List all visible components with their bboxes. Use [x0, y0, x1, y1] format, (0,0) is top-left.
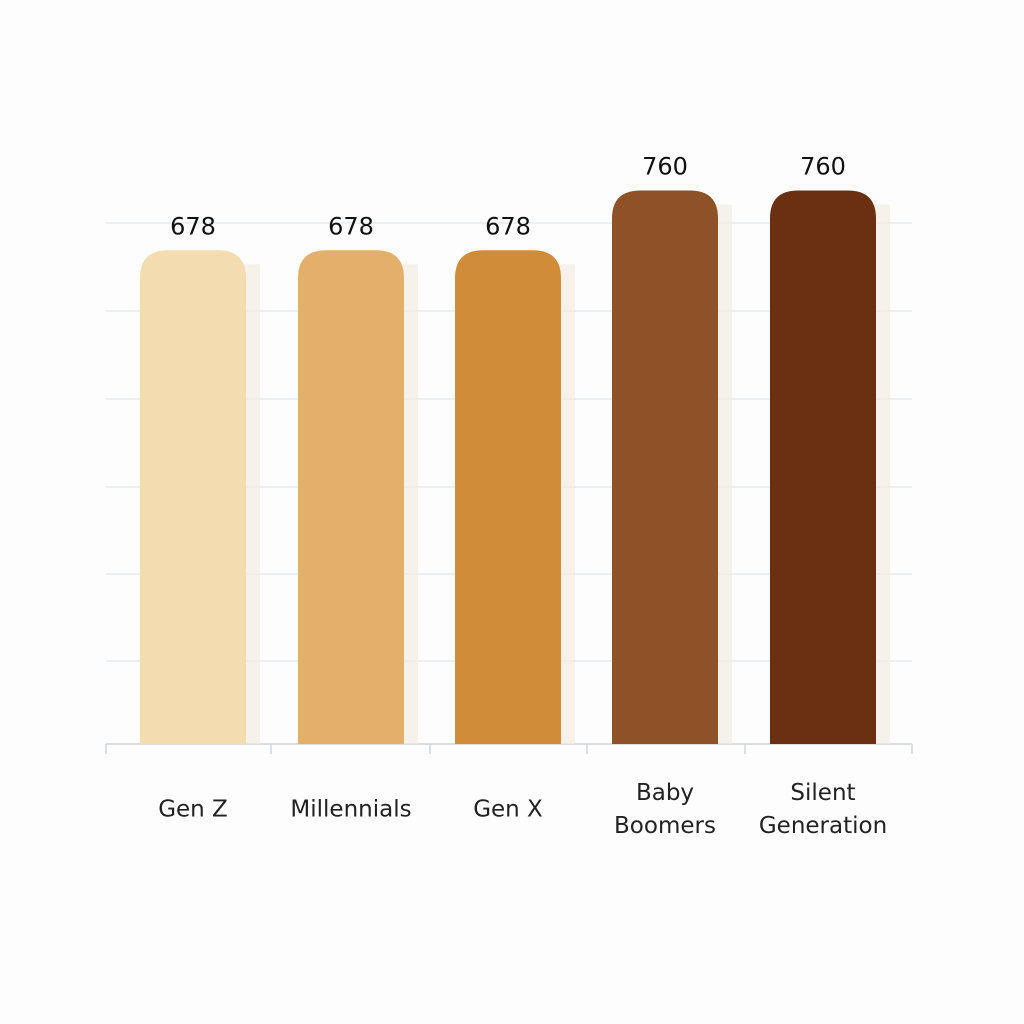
x-tick-label: Baby Boomers [614, 780, 716, 839]
value-label: 678 [328, 212, 374, 240]
x-tick-label: Gen Z [158, 796, 228, 823]
x-tick-label: Silent Generation [758, 780, 888, 839]
bar [612, 190, 718, 744]
bar [140, 250, 246, 744]
value-label: 678 [170, 212, 216, 240]
x-axis [105, 743, 913, 754]
x-tick-label: Millennials [290, 796, 412, 823]
bar [770, 190, 876, 744]
value-label: 760 [642, 153, 688, 181]
value-label: 760 [800, 153, 846, 181]
x-tick-label: Gen X [473, 796, 543, 823]
bar [298, 250, 404, 744]
value-label: 678 [485, 212, 531, 240]
bar [455, 250, 561, 744]
